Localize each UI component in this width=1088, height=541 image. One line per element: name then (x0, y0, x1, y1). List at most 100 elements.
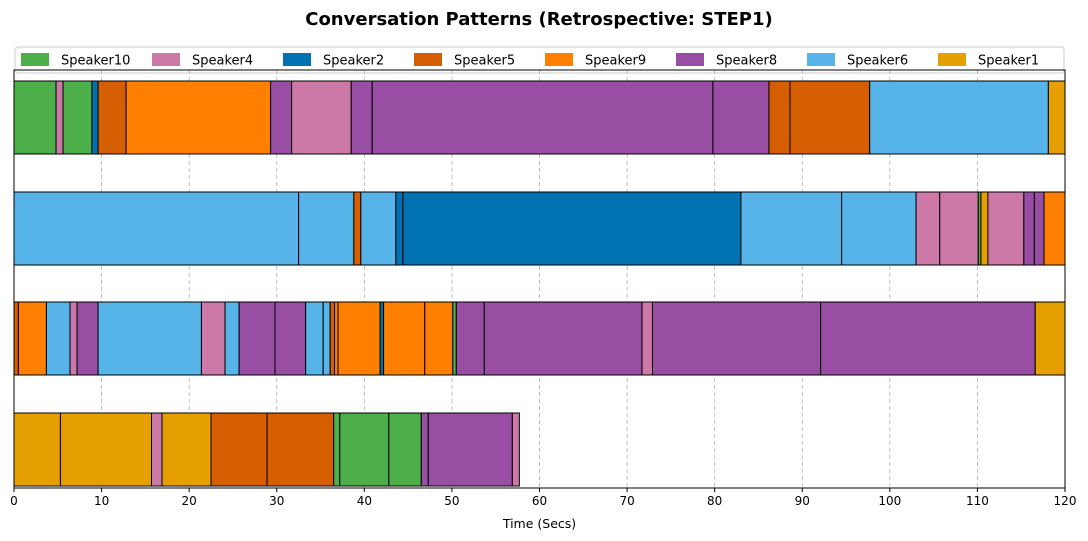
legend-swatch (283, 53, 311, 66)
segment-speaker8-r3-23 (651, 301, 822, 376)
segment-speaker6-r3-11 (305, 301, 324, 376)
segment-speaker9-r3-14 (334, 301, 339, 376)
x-tick-label: 40 (357, 494, 372, 508)
legend-item-speaker6: Speaker6 (807, 53, 908, 69)
segment-speaker4-r4-3 (151, 412, 163, 487)
legend-swatch (676, 53, 704, 66)
segment-speaker4-r1-8 (291, 80, 352, 155)
segment-speaker5-r1-13 (789, 80, 871, 155)
segment-speaker2-r1-4 (91, 80, 99, 155)
legend-swatch (414, 53, 442, 66)
x-tick-label: 10 (94, 494, 109, 508)
segment-speaker9-r1-6 (125, 80, 272, 155)
segment-speaker6-r2-4 (360, 191, 397, 266)
legend-label: Speaker8 (716, 54, 777, 69)
legend-label: Speaker1 (978, 54, 1039, 69)
segment-speaker8-r1-7 (270, 80, 293, 155)
segment-speaker6-r2-7 (740, 191, 843, 266)
legend-swatch (152, 53, 180, 66)
segment-speaker9-r3-15 (337, 301, 381, 376)
segment-speaker2-r2-6 (402, 191, 742, 266)
segment-speaker4-r4-12 (511, 412, 520, 487)
segment-speaker6-r2-1 (13, 191, 300, 266)
legend-item-speaker4: Speaker4 (152, 53, 253, 69)
legend-item-speaker8: Speaker8 (676, 53, 777, 69)
segment-speaker8-r2-14 (1023, 191, 1035, 266)
timeline-row-3 (13, 301, 1066, 376)
segment-speaker8-r4-11 (427, 412, 513, 487)
segment-speaker1-r3-25 (1034, 301, 1066, 376)
x-tick-label: 120 (1054, 494, 1077, 508)
segment-speaker10-r4-8 (339, 412, 390, 487)
segment-speaker8-r3-5 (76, 301, 99, 376)
segment-speaker9-r3-17 (383, 301, 426, 376)
legend-item-speaker10: Speaker10 (21, 53, 130, 69)
segment-speaker5-r3-1 (13, 301, 19, 376)
segment-speaker4-r3-22 (641, 301, 653, 376)
legend-item-speaker1: Speaker1 (938, 53, 1039, 69)
timeline-bars (13, 80, 1066, 487)
segment-speaker8-r3-20 (455, 301, 485, 376)
segment-speaker5-r1-12 (768, 80, 791, 155)
x-tick-label: 90 (795, 494, 810, 508)
segment-speaker8-r1-11 (712, 80, 770, 155)
x-axis-ticks: 0 10 20 30 40 50 60 70 80 90 100 110 120 (10, 488, 1076, 508)
x-tick-label: 100 (878, 494, 901, 508)
legend-label: Speaker10 (61, 54, 130, 69)
legend-swatch (807, 53, 835, 66)
x-tick-label: 110 (966, 494, 989, 508)
segment-speaker1-r2-12 (980, 191, 989, 266)
segment-speaker1-r1-15 (1047, 80, 1066, 155)
segment-speaker8-r3-24 (820, 301, 1036, 376)
segment-speaker8-r3-10 (274, 301, 307, 376)
segment-speaker8-r4-10 (420, 412, 429, 487)
chart-title: Conversation Patterns (Retrospective: ST… (305, 9, 773, 30)
legend-swatch (545, 53, 573, 66)
segment-speaker6-r1-14 (869, 80, 1049, 155)
segment-speaker4-r1-2 (55, 80, 64, 155)
segment-speaker10-r4-9 (388, 412, 422, 487)
segment-speaker5-r2-3 (353, 191, 362, 266)
segment-speaker1-r4-1 (13, 412, 61, 487)
x-tick-label: 20 (182, 494, 197, 508)
x-tick-label: 30 (269, 494, 284, 508)
x-tick-label: 60 (532, 494, 547, 508)
x-axis-label: Time (Secs) (502, 516, 576, 531)
legend-label: Speaker4 (192, 54, 253, 69)
legend-item-speaker9: Speaker9 (545, 53, 646, 69)
legend-swatch (21, 53, 49, 66)
segment-speaker5-r3-13 (329, 301, 336, 376)
segment-speaker9-r3-18 (424, 301, 454, 376)
segment-speaker9-r3-2 (17, 301, 47, 376)
legend-item-speaker2: Speaker2 (283, 53, 384, 69)
segment-speaker4-r3-7 (200, 301, 226, 376)
segment-speaker2-r3-16 (379, 301, 385, 376)
segment-speaker6-r3-3 (45, 301, 71, 376)
segment-speaker1-r4-4 (161, 412, 212, 487)
segment-speaker6-r3-6 (97, 301, 202, 376)
x-tick-label: 70 (619, 494, 634, 508)
segment-speaker8-r1-10 (371, 80, 714, 155)
segment-speaker8-r2-15 (1033, 191, 1045, 266)
segment-speaker10-r1-1 (13, 80, 57, 155)
segment-speaker6-r2-2 (298, 191, 355, 266)
segment-speaker8-r3-9 (238, 301, 276, 376)
segment-speaker4-r2-9 (915, 191, 941, 266)
segment-speaker4-r3-4 (69, 301, 78, 376)
segment-speaker6-r2-8 (841, 191, 917, 266)
segment-speaker10-r1-3 (62, 80, 93, 155)
segment-speaker2-r2-5 (395, 191, 404, 266)
legend-label: Speaker2 (323, 54, 384, 69)
legend-label: Speaker6 (847, 54, 908, 69)
segment-speaker4-r2-10 (939, 191, 979, 266)
segment-speaker9-r2-16 (1043, 191, 1066, 266)
segment-speaker1-r4-2 (59, 412, 153, 487)
x-tick-label: 0 (10, 494, 18, 508)
legend: Speaker10 Speaker4 Speaker2 Speaker5 Speaker… (14, 46, 1065, 74)
timeline-row-4 (13, 412, 520, 487)
timeline-row-1 (13, 80, 1066, 155)
legend-swatch (938, 53, 966, 66)
x-tick-label: 50 (444, 494, 459, 508)
segment-speaker8-r1-9 (350, 80, 373, 155)
